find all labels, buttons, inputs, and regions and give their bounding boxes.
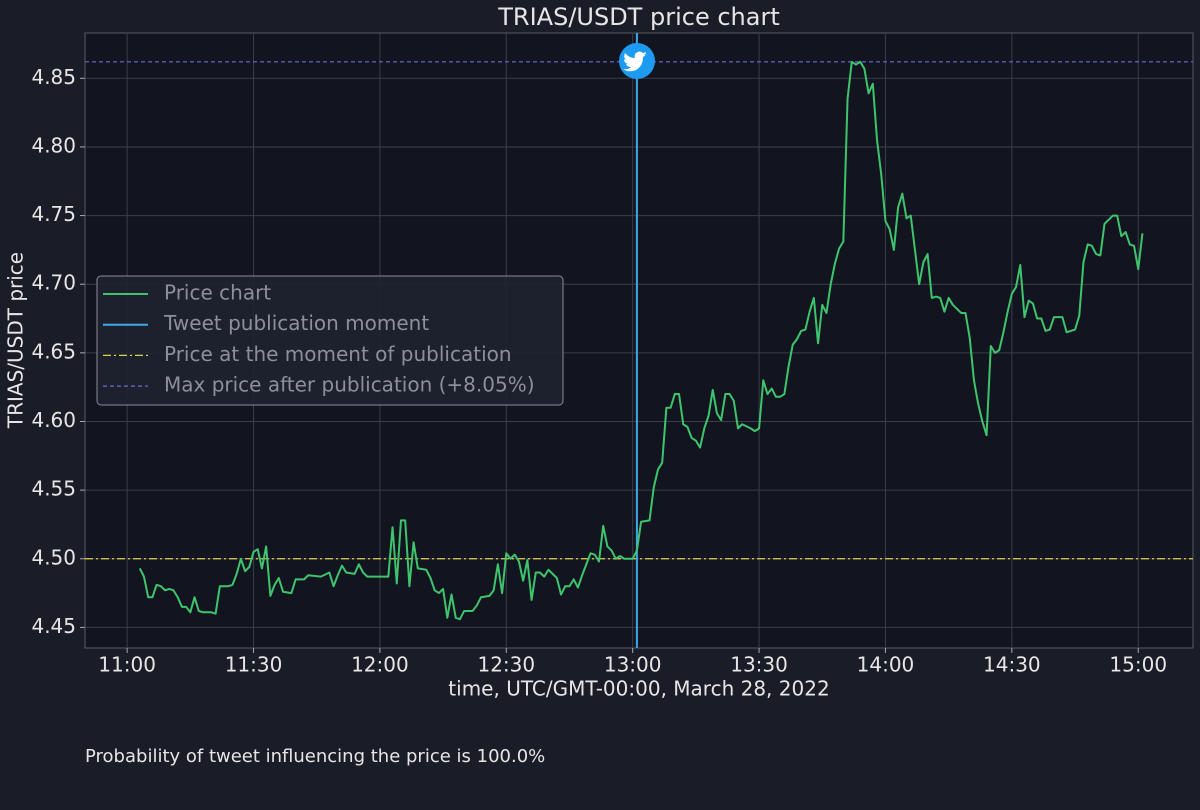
- note: Probability of tweet influencing the pri…: [85, 746, 545, 767]
- x-tick-label: 13:30: [730, 653, 788, 677]
- x-tick-label: 14:00: [857, 653, 915, 677]
- x-tick-label: 13:00: [604, 653, 662, 677]
- legend-box: [96, 275, 564, 406]
- y-tick-label: 4.65: [31, 339, 76, 363]
- legend-label: Price at the moment of publication: [164, 342, 512, 366]
- x-tick-label: 12:30: [477, 653, 535, 677]
- legend: Price chart Tweet publication moment Price…: [96, 275, 564, 406]
- y-tick-label: 4.75: [31, 202, 76, 226]
- y-tick-label: 4.45: [31, 614, 76, 638]
- x-tick-label: 14:30: [983, 653, 1041, 677]
- y-tick-label: 4.85: [31, 65, 76, 89]
- y-axis-label: TRIAS/USDT price: [4, 252, 28, 429]
- icon-bird: [623, 51, 647, 72]
- legend-label: Max price after publication (+8.05%): [164, 373, 535, 397]
- chart-title: TRIAS/USDT price chart: [497, 3, 779, 31]
- y-tick-label: 4.50: [31, 545, 76, 569]
- y-tick-label: 4.55: [31, 477, 76, 501]
- price-line: [138, 60, 1144, 621]
- y-tick-label: 4.70: [31, 271, 76, 295]
- x-axis-label: time, UTC/GMT-00:00, March 28, 2022: [448, 677, 829, 701]
- y-tick-label: 4.80: [31, 133, 76, 157]
- legend-label: Price chart: [164, 281, 271, 305]
- twitter-icon: [619, 43, 655, 79]
- x-tick-label: 15:00: [1109, 653, 1167, 677]
- x-tick-label: 12:00: [351, 653, 409, 677]
- y-tick-label: 4.60: [31, 408, 76, 432]
- x-tick-label: 11:00: [98, 653, 156, 677]
- legend-label: Tweet publication moment: [163, 311, 429, 335]
- x-tick-label: 11:30: [225, 653, 283, 677]
